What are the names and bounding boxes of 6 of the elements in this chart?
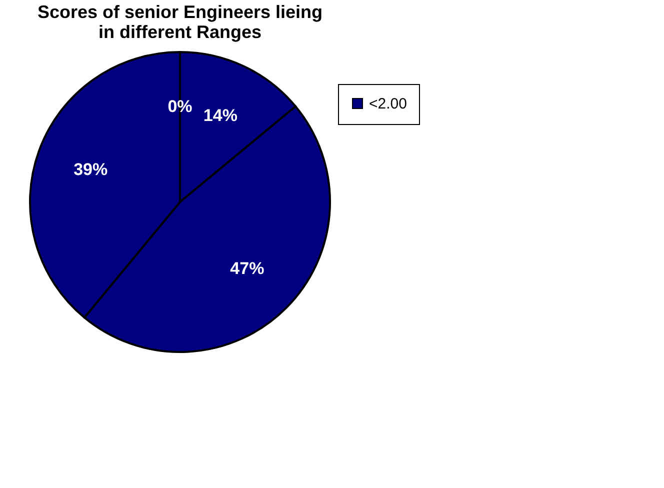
text: 0% [168, 97, 192, 116]
legend-label: <2.00 [369, 96, 407, 112]
data-label: 14% [203, 106, 238, 126]
data-label: 47% [230, 259, 264, 278]
data-label: 39% [74, 160, 108, 179]
chart-title: Scores of senior Engineers lieing in different Ranges [37, 2, 323, 42]
